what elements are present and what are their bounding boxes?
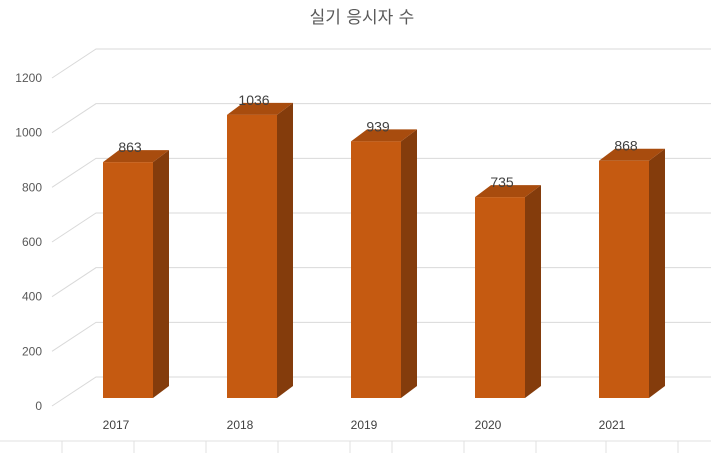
bar — [227, 102, 293, 399]
data-label: 735 — [490, 174, 514, 190]
bar-front — [475, 197, 525, 398]
bar-front — [103, 162, 153, 398]
gridline — [51, 103, 711, 134]
bar-top — [475, 185, 541, 198]
bar-top — [599, 148, 665, 161]
bar-front — [599, 160, 649, 398]
x-tick-label: 2019 — [351, 418, 378, 432]
chart-title: 실기 응시자 수 — [310, 8, 415, 28]
data-label: 863 — [118, 139, 142, 155]
bar-top — [103, 150, 169, 163]
y-tick-label: 1200 — [15, 71, 42, 85]
y-axis: 0 200 400 600 800 1000 1200 — [15, 71, 42, 413]
data-label: 868 — [614, 138, 638, 154]
bar-side — [153, 150, 169, 398]
bottom-frame — [0, 440, 711, 453]
bar-front — [227, 114, 277, 399]
bar-side — [525, 185, 541, 398]
bars — [103, 102, 665, 399]
x-axis: 2017 2018 2019 2020 2021 — [103, 418, 626, 432]
y-tick-label: 400 — [22, 290, 42, 304]
y-tick-label: 600 — [22, 235, 42, 249]
gridlines — [51, 48, 711, 407]
data-label: 939 — [366, 118, 390, 134]
bar — [599, 148, 665, 398]
y-tick-label: 0 — [35, 399, 42, 413]
y-tick-label: 1000 — [15, 126, 42, 140]
bar-top — [351, 129, 417, 142]
gridline — [51, 157, 711, 188]
x-tick-label: 2020 — [475, 418, 502, 432]
bar-side — [277, 102, 293, 399]
y-tick-label: 800 — [22, 180, 42, 194]
gridline — [51, 48, 711, 79]
bar — [103, 150, 169, 398]
bar — [351, 129, 417, 398]
x-tick-label: 2018 — [227, 418, 254, 432]
bar-top — [227, 102, 293, 115]
bar-side — [401, 129, 417, 398]
x-tick-label: 2021 — [599, 418, 626, 432]
data-labels: 863 1036 939 735 868 — [118, 92, 638, 190]
bar-front — [351, 141, 401, 398]
bar — [475, 185, 541, 398]
bar-side — [649, 148, 665, 398]
data-label: 1036 — [238, 92, 269, 108]
y-tick-label: 200 — [22, 344, 42, 358]
x-tick-label: 2017 — [103, 418, 130, 432]
